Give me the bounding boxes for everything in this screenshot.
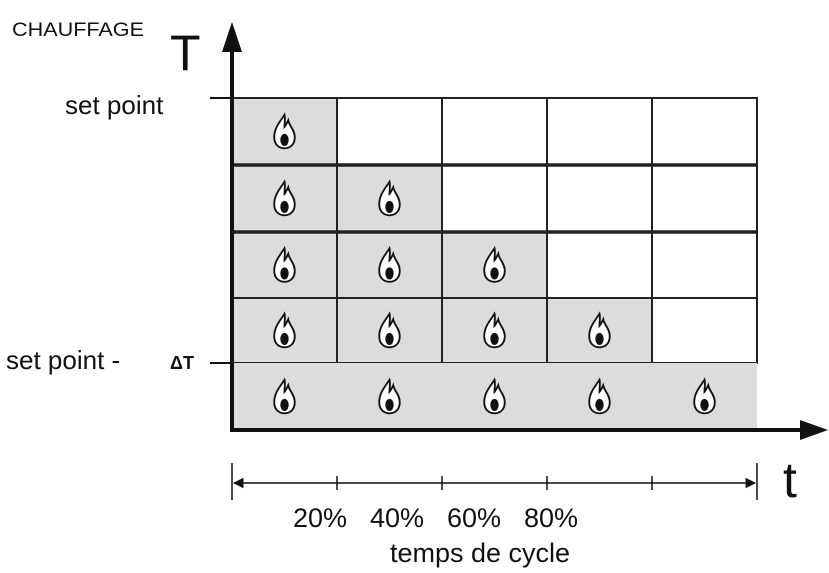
- cell: [651, 297, 758, 364]
- cell: [441, 97, 548, 166]
- cell: [651, 164, 758, 233]
- cell: [546, 231, 653, 299]
- cycle-ticks: [231, 463, 758, 500]
- cell: [546, 164, 653, 233]
- y-arrow: [222, 22, 242, 52]
- y-axis-symbol: T: [170, 25, 201, 81]
- cell: [651, 231, 758, 299]
- x-axis-symbol: t: [783, 452, 797, 508]
- level-label: set point -: [6, 345, 120, 375]
- cell: [336, 97, 443, 166]
- cell: [546, 97, 653, 166]
- level-label: set point: [65, 90, 164, 120]
- x-arrow: [800, 420, 828, 440]
- grid: [231, 97, 758, 430]
- percentage: 20%: [293, 503, 347, 533]
- cell: [651, 97, 758, 166]
- delta-label: ΔT: [170, 353, 194, 373]
- y-axis-title: CHAUFFAGE: [12, 20, 144, 41]
- percentage: 60%: [447, 503, 501, 533]
- percentage: 40%: [370, 503, 424, 533]
- percentage: 80%: [524, 503, 578, 533]
- cell: [441, 164, 548, 233]
- cell: [336, 297, 443, 364]
- cycle-label: temps de cycle: [390, 538, 570, 568]
